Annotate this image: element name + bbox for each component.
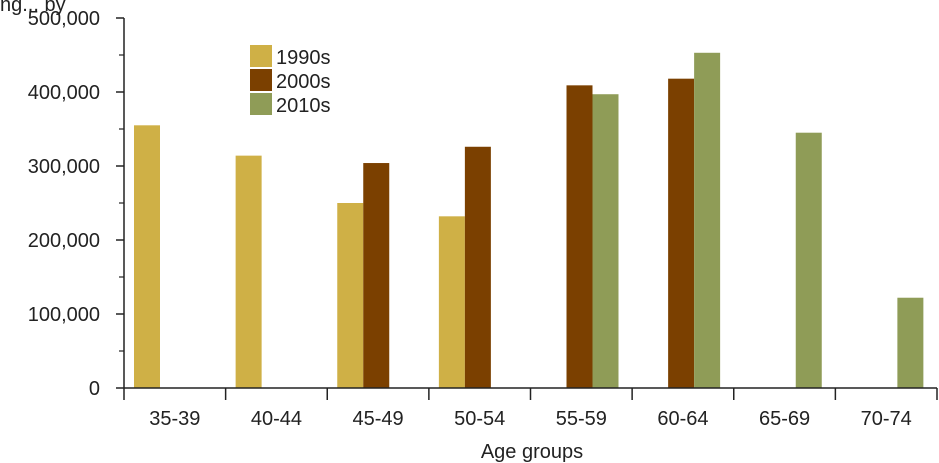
y-axis-title-partial: ng... by bbox=[0, 0, 66, 16]
bar-1990s-45-49 bbox=[337, 203, 364, 388]
x-tick-label: 40-44 bbox=[251, 408, 302, 430]
x-tick-label: 50-54 bbox=[454, 408, 505, 430]
legend-swatch bbox=[250, 93, 272, 115]
x-tick-label: 70-74 bbox=[861, 408, 912, 430]
x-tick-label: 35-39 bbox=[149, 408, 200, 430]
y-tick-label: 100,000 bbox=[28, 304, 100, 326]
bar-2010s-70-74 bbox=[897, 297, 924, 388]
x-tick-label: 65-69 bbox=[759, 408, 810, 430]
bar-2000s-45-49 bbox=[363, 163, 390, 388]
y-tick-label: 400,000 bbox=[28, 82, 100, 104]
bar-2010s-60-64 bbox=[694, 52, 721, 388]
bar-1990s-50-54 bbox=[438, 216, 465, 388]
legend-swatch bbox=[250, 45, 272, 67]
x-tick-label: 55-59 bbox=[556, 408, 607, 430]
x-tick-label: 60-64 bbox=[657, 408, 708, 430]
bar-2000s-60-64 bbox=[668, 78, 695, 389]
x-axis: 35-39 40-44 45-49 50-54 55-59 60-64 65-69 70-74 bbox=[123, 388, 938, 430]
y-tick-label: 300,000 bbox=[28, 156, 100, 178]
legend-label: 2000s bbox=[276, 71, 331, 93]
bar-2010s-55-59 bbox=[592, 94, 619, 388]
bar-2000s-50-54 bbox=[464, 146, 491, 388]
legend-label: 2010s bbox=[276, 95, 331, 117]
x-axis-title: Age groups bbox=[481, 441, 583, 463]
y-axis: 0 100,000 200,000 300,000 400,000 500,000 bbox=[28, 8, 124, 400]
bar-2000s-55-59 bbox=[566, 85, 593, 388]
bars bbox=[134, 52, 924, 389]
y-tick-label: 200,000 bbox=[28, 230, 100, 252]
bar-1990s-40-44 bbox=[235, 155, 262, 388]
bar-2010s-65-69 bbox=[795, 132, 822, 388]
y-tick-label: 500,000 bbox=[28, 8, 100, 30]
x-tick-label: 45-49 bbox=[352, 408, 403, 430]
y-tick-label: 0 bbox=[89, 378, 100, 400]
legend-label: 1990s bbox=[276, 47, 331, 69]
legend-swatch bbox=[250, 69, 272, 91]
bar-1990s-35-39 bbox=[134, 125, 160, 389]
